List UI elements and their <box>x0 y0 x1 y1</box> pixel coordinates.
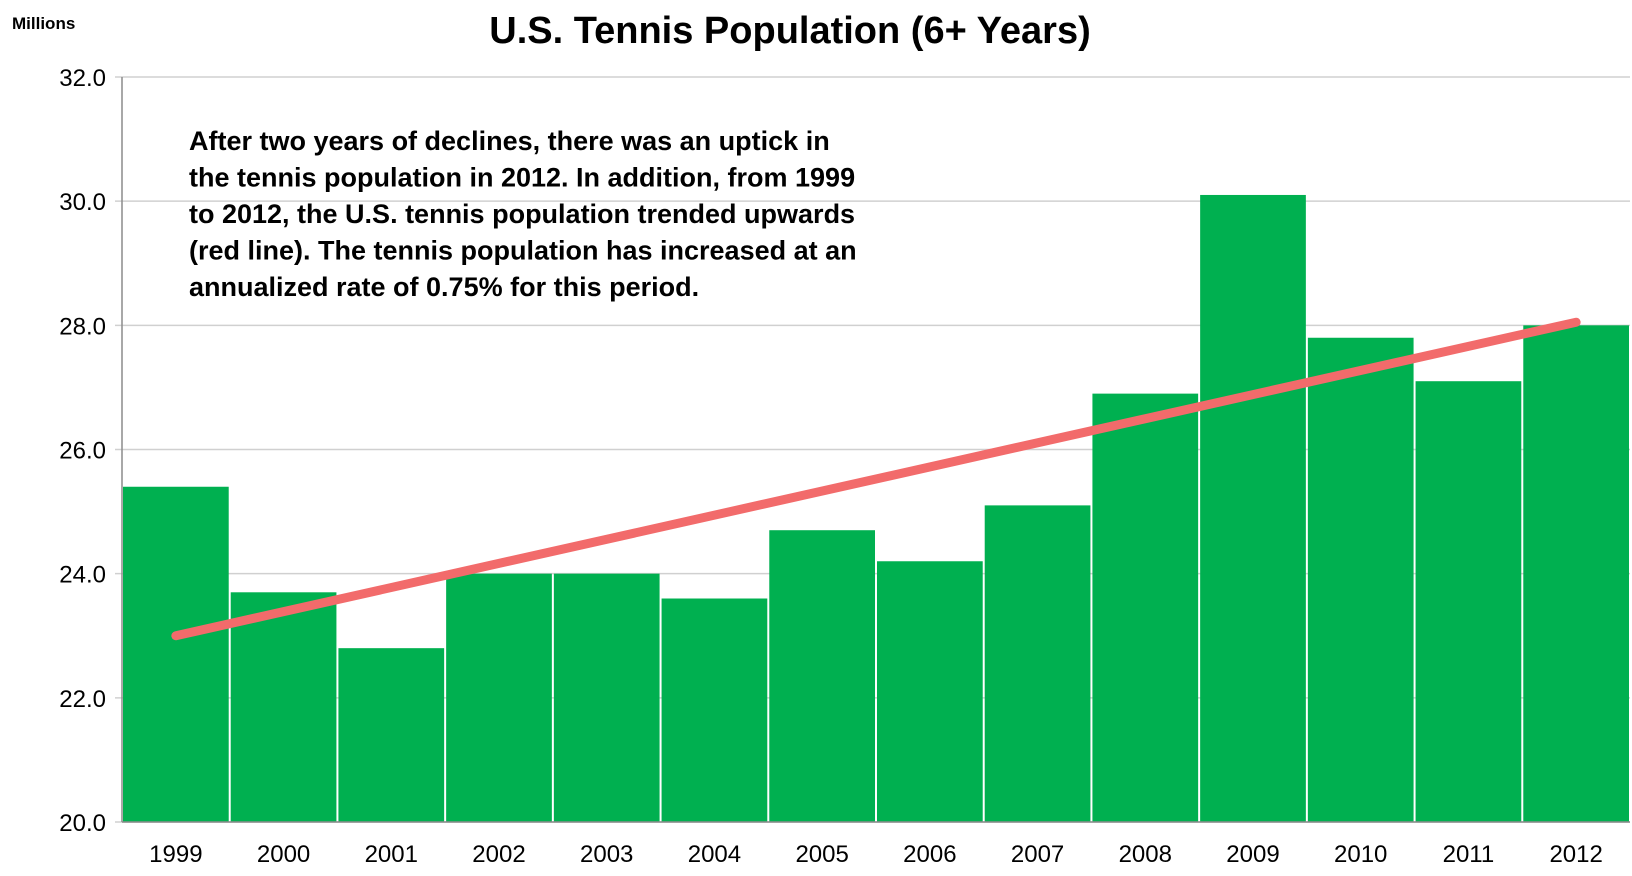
x-tick-label: 2008 <box>1119 841 1172 868</box>
bar-2011 <box>1415 381 1522 822</box>
x-tick-label: 1999 <box>149 841 202 868</box>
bar-2010 <box>1307 337 1414 822</box>
x-tick-label: 2011 <box>1443 841 1495 868</box>
x-tick-label: 2010 <box>1334 841 1387 868</box>
x-tick-label: 2012 <box>1549 841 1602 868</box>
x-tick-label: 2003 <box>580 841 633 868</box>
bar-2012 <box>1523 325 1629 822</box>
x-tick-label: 2000 <box>257 841 310 868</box>
trendline-group <box>171 317 1581 641</box>
annotation-line: to 2012, the U.S. tennis population tren… <box>189 199 855 229</box>
annotation-line: (red line). The tennis population has in… <box>189 236 857 266</box>
annotation-line: the tennis population in 2012. In additi… <box>189 163 855 193</box>
y-tick-label: 22.0 <box>59 686 106 713</box>
x-tick-label: 2006 <box>903 841 956 868</box>
x-axis-ticks: 1999 2000 2001 2002 2003 2004 2005 2006 2007 2008… <box>149 841 1603 868</box>
x-tick-label: 2004 <box>688 841 741 868</box>
x-tick-label: 2009 <box>1226 841 1279 868</box>
x-tick-label: 2007 <box>1011 841 1064 868</box>
chart-title: U.S. Tennis Population (6+ Years) <box>489 10 1090 52</box>
y-tick-label: 20.0 <box>59 810 106 837</box>
bar-2009 <box>1200 194 1306 823</box>
bar-2005 <box>769 530 875 822</box>
y-tick-label: 30.0 <box>59 189 106 216</box>
bar-2006 <box>877 561 983 822</box>
x-tick-label: 2005 <box>795 841 848 868</box>
annotation-line: annualized rate of 0.75% for this period… <box>189 272 699 302</box>
axes <box>121 77 1630 823</box>
annotation-text: After two years of declines, there was a… <box>189 126 857 302</box>
y-tick-label: 26.0 <box>59 438 106 465</box>
x-tick-label: 2002 <box>472 841 525 868</box>
bar-2004 <box>661 598 768 822</box>
bar-2000 <box>230 592 337 822</box>
bar-1999 <box>123 486 229 822</box>
bars <box>123 194 1629 823</box>
bar-2003 <box>553 573 660 822</box>
bar-2001 <box>338 648 445 822</box>
trendline <box>171 317 1581 641</box>
x-tick-label: 2001 <box>365 841 418 868</box>
bar-2008 <box>1092 393 1199 822</box>
y-tick-label: 32.0 <box>59 65 106 92</box>
annotation-line: After two years of declines, there was a… <box>189 126 830 156</box>
bar-2002 <box>446 573 552 822</box>
unit-label: Millions <box>12 14 75 33</box>
bar-2007 <box>984 505 1091 822</box>
y-tick-label: 28.0 <box>59 313 106 340</box>
y-tick-label: 24.0 <box>59 562 106 589</box>
y-axis-ticks: 20.0 22.0 24.0 26.0 28.0 30.0 32.0 <box>59 65 106 837</box>
